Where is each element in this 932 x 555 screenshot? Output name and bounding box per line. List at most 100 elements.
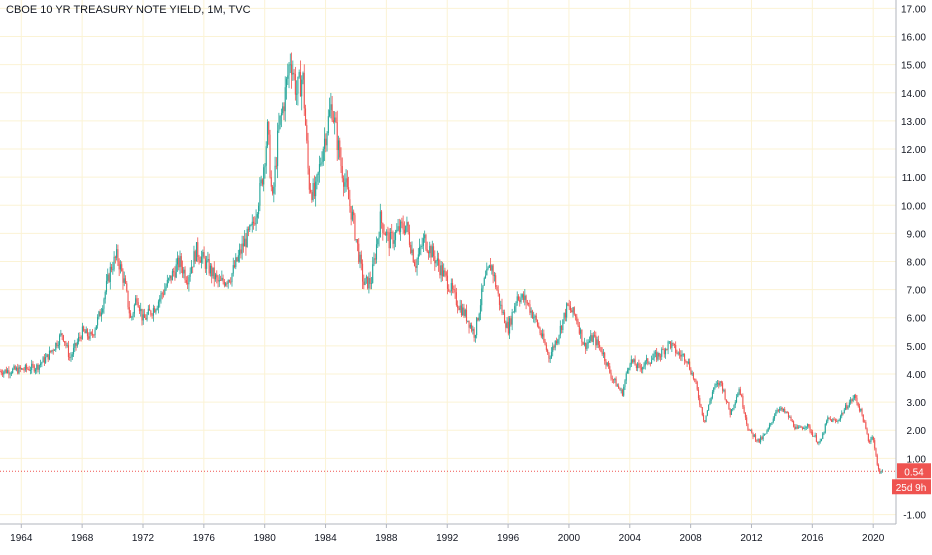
candle-body (686, 361, 688, 364)
candle-body (247, 228, 250, 231)
candle-body (850, 399, 852, 403)
candle-body (198, 256, 200, 261)
candle-body (847, 406, 849, 409)
candle-body (131, 316, 133, 318)
candle-body (558, 335, 560, 340)
candle-body (507, 321, 509, 334)
candle-body (377, 238, 379, 245)
candle-body (844, 405, 847, 410)
y-tick-label: 5.00 (907, 342, 927, 353)
candle-body (692, 373, 694, 379)
candle-body (230, 281, 232, 283)
candle-body (685, 360, 687, 362)
candle-body (322, 148, 324, 162)
candle-body (159, 298, 161, 302)
candle-body (490, 265, 492, 271)
candle-body (194, 251, 196, 262)
candle-body (190, 266, 192, 274)
candle-body (586, 343, 588, 350)
candle-body (435, 260, 437, 264)
candle-body (90, 332, 92, 334)
candle-body (462, 307, 464, 315)
candle-body (308, 168, 310, 190)
candle-body (266, 122, 269, 147)
candle-body (55, 342, 57, 350)
candle-body (709, 401, 711, 405)
candle-body (667, 341, 669, 350)
candle-body (842, 412, 844, 414)
candle-body (402, 223, 404, 230)
candle-body (274, 165, 276, 187)
candle-body (623, 387, 625, 396)
candle-body (582, 342, 584, 345)
candle-body (165, 286, 167, 290)
candle-body (199, 260, 201, 263)
candle-body (149, 308, 151, 311)
candle-body (468, 320, 470, 328)
candle-body (346, 178, 348, 188)
candle-body (719, 381, 721, 386)
candle-body (169, 275, 171, 279)
candle-body (756, 440, 758, 442)
candle-body (637, 363, 639, 368)
candle-body (495, 275, 497, 288)
candle-body (476, 317, 478, 336)
candle-body (268, 122, 270, 135)
x-tick-label: 1992 (436, 533, 459, 544)
candle-body (549, 358, 551, 360)
candle-body (559, 325, 561, 336)
candle-body (302, 72, 304, 80)
candle-body (254, 223, 256, 225)
candle-body (445, 272, 447, 276)
candle-body (808, 424, 810, 427)
candle-body (263, 167, 265, 185)
candle-body (157, 301, 160, 308)
candle-body (815, 435, 817, 442)
candle-body (624, 380, 626, 388)
candle-body (599, 344, 601, 347)
candle-body (42, 357, 44, 363)
candle-body (121, 264, 123, 272)
candle-body (179, 256, 181, 268)
candle-body (684, 354, 686, 361)
candle-body (410, 244, 412, 253)
candle-body (804, 427, 806, 429)
candle-body (638, 363, 640, 366)
candle-body (26, 365, 28, 369)
candle-body (394, 231, 397, 241)
candle-body (48, 350, 50, 360)
candle-body (392, 232, 394, 244)
candle-body (288, 64, 290, 76)
candle-body (171, 271, 173, 281)
x-tick-label: 1984 (314, 533, 337, 544)
candle-body (391, 232, 393, 233)
candle-body (91, 333, 94, 335)
candle-body (520, 297, 522, 303)
candle-body (279, 115, 281, 125)
candle-body (666, 348, 668, 350)
candle-body (189, 273, 191, 277)
candle-body (207, 259, 209, 261)
candle-body (160, 293, 162, 299)
y-tick-label: 13.00 (901, 117, 926, 128)
candle-body (819, 440, 821, 443)
candle-body (555, 341, 558, 344)
candle-body (866, 428, 868, 434)
candle-body (574, 314, 577, 317)
candle-body (406, 222, 408, 226)
candle-body (774, 415, 776, 419)
candle-body (52, 350, 54, 351)
candle-body (591, 335, 593, 342)
candle-body (130, 313, 132, 318)
candle-body (477, 317, 479, 321)
candle-body (458, 308, 460, 310)
candle-body (208, 259, 210, 274)
candle-body (486, 269, 488, 276)
candle-body (370, 283, 372, 284)
candle-body (725, 399, 727, 402)
candle-body (27, 368, 29, 370)
candle-body (542, 333, 544, 337)
candle-body (145, 317, 147, 320)
candle-body (573, 307, 575, 315)
